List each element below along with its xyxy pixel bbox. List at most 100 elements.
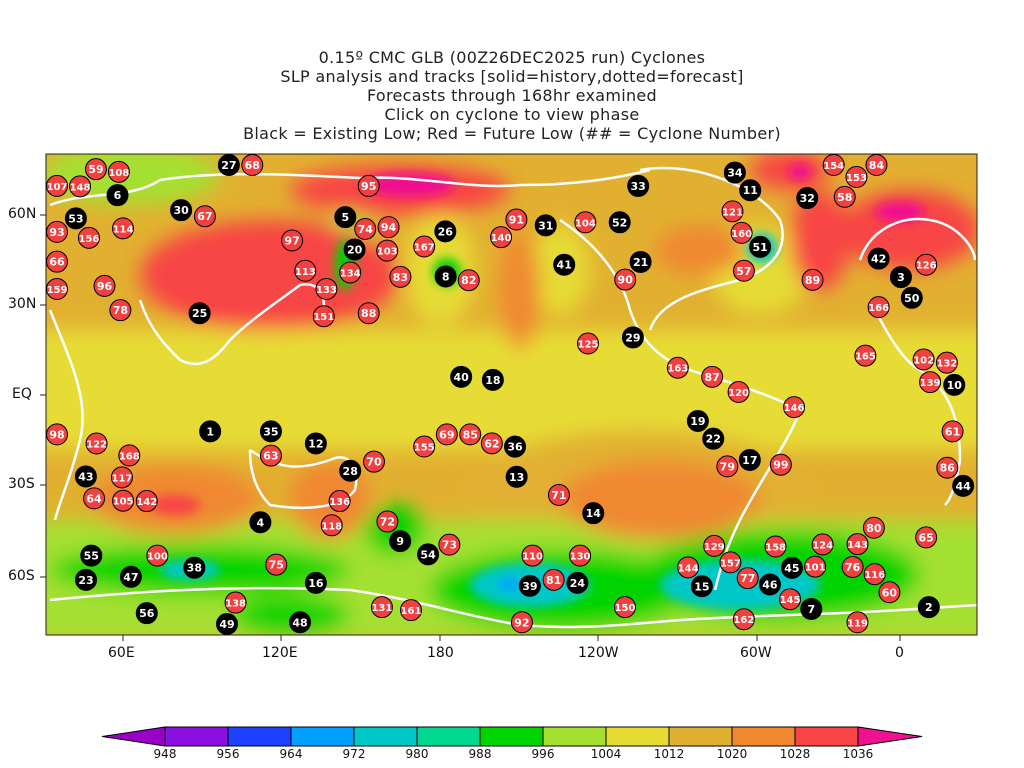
future-low-circle[interactable]: [438, 533, 461, 556]
cyclone-marker-78[interactable]: 78: [109, 299, 132, 322]
cyclone-marker-119[interactable]: 119: [846, 611, 869, 634]
cyclone-marker-122[interactable]: 122: [85, 432, 108, 455]
cyclone-marker-121[interactable]: 121: [721, 200, 744, 223]
cyclone-marker-118[interactable]: 118: [320, 514, 343, 537]
cyclone-marker-59[interactable]: 59: [84, 158, 107, 181]
future-low-circle[interactable]: [315, 277, 338, 300]
existing-low-circle[interactable]: [64, 207, 87, 230]
cyclone-marker-97[interactable]: 97: [281, 229, 304, 252]
cyclone-marker-105[interactable]: 105: [112, 489, 135, 512]
cyclone-marker-143[interactable]: 143: [846, 533, 869, 556]
cyclone-marker-168[interactable]: 168: [118, 444, 141, 467]
cyclone-marker-61[interactable]: 61: [941, 420, 964, 443]
cyclone-marker-63[interactable]: 63: [259, 444, 282, 467]
cyclone-marker-117[interactable]: 117: [110, 466, 133, 489]
existing-low-circle[interactable]: [80, 544, 103, 567]
future-low-circle[interactable]: [919, 371, 942, 394]
cyclone-marker-52[interactable]: 52: [608, 211, 631, 234]
existing-low-circle[interactable]: [582, 502, 605, 525]
cyclone-marker-8[interactable]: 8: [434, 265, 457, 288]
cyclone-marker-74[interactable]: 74: [354, 217, 377, 240]
cyclone-marker-81[interactable]: 81: [542, 568, 565, 591]
existing-low-circle[interactable]: [943, 373, 966, 396]
future-low-circle[interactable]: [862, 516, 885, 539]
cyclone-marker-46[interactable]: 46: [758, 573, 781, 596]
cyclone-marker-157[interactable]: 157: [719, 551, 742, 574]
cyclone-marker-79[interactable]: 79: [716, 455, 739, 478]
cyclone-marker-163[interactable]: 163: [666, 356, 689, 379]
existing-low-circle[interactable]: [450, 365, 473, 388]
future-low-circle[interactable]: [435, 423, 458, 446]
existing-low-circle[interactable]: [690, 575, 713, 598]
cyclone-marker-65[interactable]: 65: [915, 526, 938, 549]
existing-low-circle[interactable]: [505, 465, 528, 488]
cyclone-marker-34[interactable]: 34: [723, 161, 746, 184]
cyclone-marker-2[interactable]: 2: [917, 596, 940, 619]
cyclone-marker-58[interactable]: 58: [833, 185, 856, 208]
future-low-circle[interactable]: [833, 185, 856, 208]
cyclone-marker-60[interactable]: 60: [878, 581, 901, 604]
cyclone-marker-154[interactable]: 154: [822, 154, 845, 176]
future-low-circle[interactable]: [241, 154, 264, 176]
future-low-circle[interactable]: [294, 259, 317, 282]
existing-low-circle[interactable]: [289, 611, 312, 634]
future-low-circle[interactable]: [354, 217, 377, 240]
cyclone-marker-167[interactable]: 167: [413, 235, 436, 258]
cyclone-marker-32[interactable]: 32: [796, 187, 819, 210]
existing-low-circle[interactable]: [183, 556, 206, 579]
cyclone-marker-146[interactable]: 146: [783, 396, 806, 419]
cyclone-marker-54[interactable]: 54: [417, 543, 440, 566]
future-low-circle[interactable]: [915, 526, 938, 549]
cyclone-marker-155[interactable]: 155: [413, 435, 436, 458]
future-low-circle[interactable]: [224, 591, 247, 614]
cyclone-marker-124[interactable]: 124: [811, 533, 834, 556]
cyclone-marker-13[interactable]: 13: [505, 465, 528, 488]
cyclone-marker-39[interactable]: 39: [518, 574, 541, 597]
cyclone-marker-70[interactable]: 70: [362, 450, 385, 473]
future-low-circle[interactable]: [701, 365, 724, 388]
cyclone-marker-98[interactable]: 98: [46, 423, 68, 446]
future-low-circle[interactable]: [613, 596, 636, 619]
cyclone-marker-159[interactable]: 159: [46, 277, 68, 300]
future-low-circle[interactable]: [912, 348, 935, 371]
cyclone-marker-131[interactable]: 131: [370, 596, 393, 619]
existing-low-circle[interactable]: [796, 187, 819, 210]
cyclone-marker-85[interactable]: 85: [459, 423, 482, 446]
cyclone-marker-95[interactable]: 95: [357, 174, 380, 197]
cyclone-marker-136[interactable]: 136: [328, 490, 351, 513]
future-low-circle[interactable]: [413, 435, 436, 458]
existing-low-circle[interactable]: [339, 459, 362, 482]
cyclone-marker-62[interactable]: 62: [480, 432, 503, 455]
cyclone-marker-130[interactable]: 130: [569, 544, 592, 567]
existing-low-circle[interactable]: [343, 238, 366, 261]
cyclone-marker-104[interactable]: 104: [574, 211, 597, 234]
future-low-circle[interactable]: [510, 611, 533, 634]
future-low-circle[interactable]: [399, 599, 422, 622]
future-low-circle[interactable]: [863, 563, 886, 586]
future-low-circle[interactable]: [801, 268, 824, 291]
future-low-circle[interactable]: [376, 510, 399, 533]
future-low-circle[interactable]: [521, 544, 544, 567]
existing-low-circle[interactable]: [952, 474, 975, 497]
cyclone-marker-160[interactable]: 160: [730, 221, 753, 244]
future-low-circle[interactable]: [46, 277, 68, 300]
future-low-circle[interactable]: [878, 581, 901, 604]
existing-low-circle[interactable]: [106, 184, 129, 207]
cyclone-marker-64[interactable]: 64: [83, 487, 106, 510]
cyclone-marker-133[interactable]: 133: [315, 277, 338, 300]
cyclone-marker-100[interactable]: 100: [146, 544, 169, 567]
existing-low-circle[interactable]: [504, 435, 527, 458]
future-low-circle[interactable]: [719, 551, 742, 574]
future-low-circle[interactable]: [69, 175, 92, 198]
cyclone-marker-9[interactable]: 9: [389, 530, 412, 553]
cyclone-marker-84[interactable]: 84: [865, 154, 888, 176]
future-low-circle[interactable]: [459, 423, 482, 446]
cyclone-marker-41[interactable]: 41: [553, 253, 576, 276]
existing-low-circle[interactable]: [739, 179, 762, 202]
existing-low-circle[interactable]: [389, 530, 412, 553]
cyclone-marker-21[interactable]: 21: [629, 250, 652, 273]
future-low-circle[interactable]: [110, 466, 133, 489]
cyclone-marker-67[interactable]: 67: [193, 205, 216, 228]
cyclone-marker-17[interactable]: 17: [738, 448, 761, 471]
cyclone-marker-138[interactable]: 138: [224, 591, 247, 614]
